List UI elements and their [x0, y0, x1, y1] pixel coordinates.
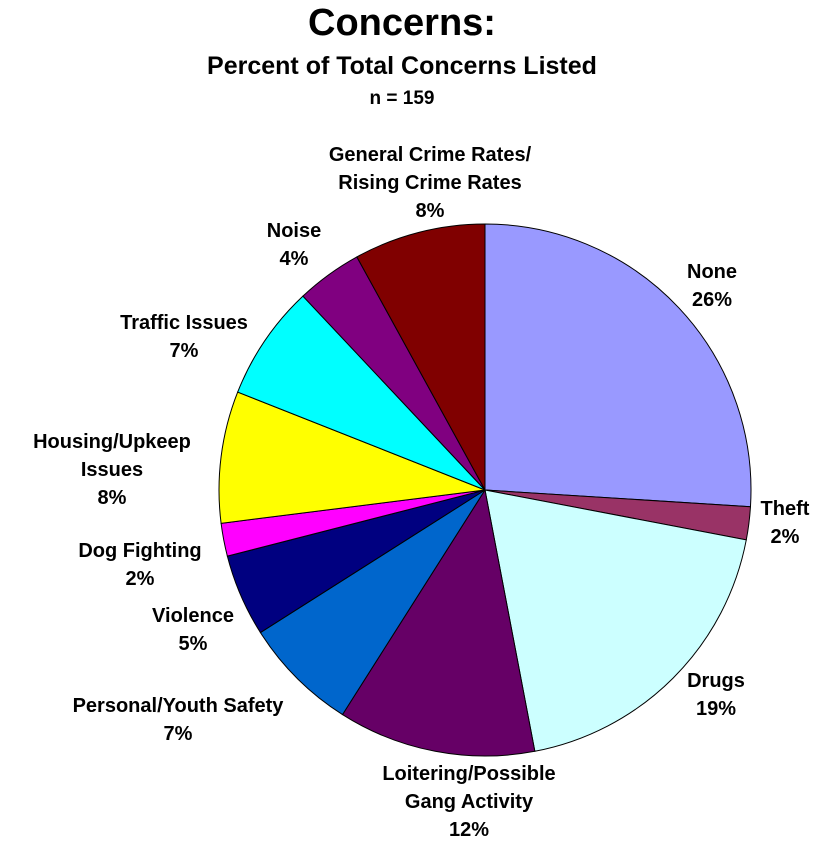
- slice-label: Dog Fighting 2%: [78, 540, 201, 590]
- slice-label: Loitering/Possible Gang Activity 12%: [382, 763, 555, 841]
- slice-label: None 26%: [687, 261, 737, 311]
- pie-slice: [356, 223, 486, 491]
- pie-slice: [484, 489, 747, 752]
- slice-label: General Crime Rates/Rising Crime Rates 8%: [329, 144, 532, 222]
- slice-label: Drugs 19%: [687, 670, 745, 720]
- slice-label: Noise 4%: [267, 220, 321, 270]
- pie-slice: [484, 223, 752, 508]
- slice-label: Traffic Issues 7%: [120, 312, 248, 362]
- pie-slice: [341, 488, 536, 757]
- pie-slice: [259, 489, 486, 716]
- pie-slice: [218, 391, 486, 524]
- pie-slice: [237, 295, 486, 491]
- slice-label: Housing/Upkeep Issues 8%: [33, 431, 191, 509]
- chart-subtitle: Percent of Total Concerns Listed: [207, 52, 597, 80]
- slice-label: Theft 2%: [761, 498, 810, 548]
- slice-label: Violence 5%: [152, 605, 234, 655]
- chart-title: Concerns:: [308, 2, 496, 44]
- chart-note: n = 159: [369, 88, 435, 109]
- slice-label: Personal/Youth Safety 7%: [73, 695, 285, 745]
